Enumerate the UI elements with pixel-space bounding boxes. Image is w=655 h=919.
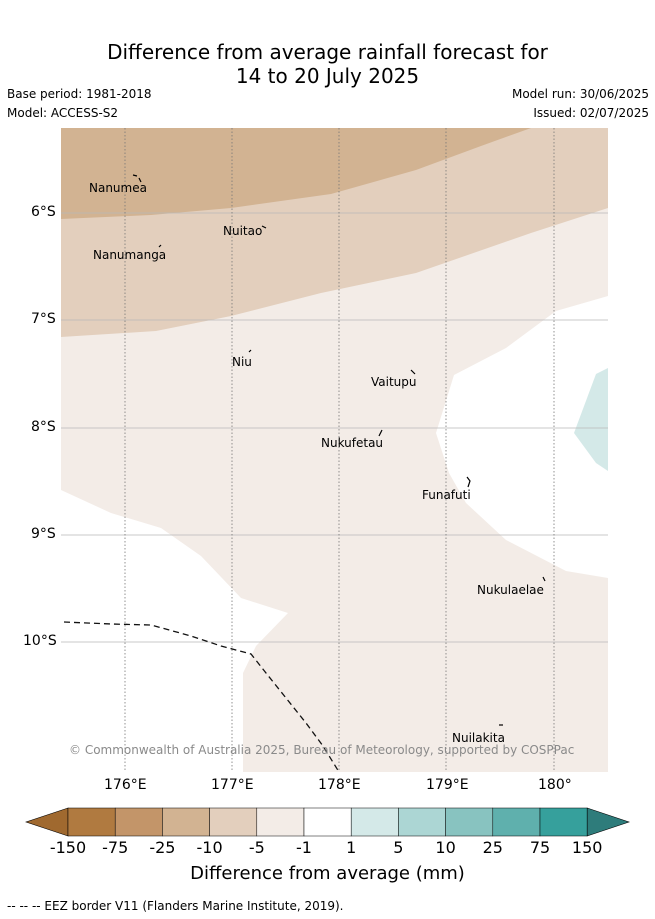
longitude-gridlines <box>124 128 555 772</box>
colorbar-high-extension <box>586 807 630 837</box>
island-shapes <box>132 174 546 726</box>
island-label-nukufetau: Nukufetau <box>321 436 383 450</box>
lat-tick-10S: 10°S <box>23 633 57 649</box>
lon-tick-178E: 178°E <box>318 777 361 793</box>
island-label-nukulaelae: Nukulaelae <box>477 583 544 597</box>
colorbar-segment <box>398 807 446 837</box>
title-line-1: Difference from average rainfall forecas… <box>107 40 548 64</box>
lon-tick-176E: 176°E <box>104 777 147 793</box>
issued-label: Issued: 02/07/2025 <box>533 106 649 120</box>
map-copyright: © Commonwealth of Australia 2025, Bureau… <box>69 743 574 757</box>
rainfall-map: Nanumea Nuitao Nanumanga Niu Vaitupu Nuk… <box>61 128 608 772</box>
colorbar-segment <box>67 807 116 837</box>
vaitupu-island <box>410 369 416 375</box>
colorbar <box>25 807 630 837</box>
colorbar-tick-label: -25 <box>149 838 176 857</box>
colorbar-segment <box>162 807 210 837</box>
colorbar-segment <box>539 807 588 837</box>
colorbar-tick-label: -75 <box>102 838 129 857</box>
nukufetau-island <box>378 429 383 437</box>
island-label-niu: Niu <box>232 355 252 369</box>
colorbar-tick-label: 150 <box>571 838 603 857</box>
lat-tick-9S: 9°S <box>31 526 56 542</box>
island-label-nuilakita: Nuilakita <box>452 731 505 745</box>
nanumanga-island <box>158 244 162 248</box>
colorbar-tick-label: 5 <box>393 838 404 857</box>
colorbar-tick-label: -5 <box>248 838 265 857</box>
island-label-nanumea: Nanumea <box>89 181 147 195</box>
latitude-gridlines <box>61 212 608 643</box>
nanumea-island <box>132 174 142 183</box>
colorbar-tick-label: 75 <box>529 838 551 857</box>
map-svg: Nanumea Nuitao Nanumanga Niu Vaitupu Nuk… <box>61 128 608 772</box>
colorbar-segment <box>492 807 541 837</box>
niu-island <box>248 349 252 353</box>
nuitao-island <box>261 225 267 229</box>
base-period-label: Base period: 1981-2018 <box>7 87 152 101</box>
contour-plus1 <box>574 368 608 471</box>
colorbar-tick-label: -150 <box>49 838 87 857</box>
lat-tick-8S: 8°S <box>31 419 56 435</box>
lon-tick-180: 180° <box>538 777 572 793</box>
chart-title: Difference from average rainfall forecas… <box>0 40 655 88</box>
colorbar-tick-label: -10 <box>196 838 223 857</box>
colorbar-segment <box>209 807 258 837</box>
nukulaelae-island <box>542 576 546 582</box>
colorbar-tick-label: -1 <box>296 838 312 857</box>
contour-minus25 <box>61 128 531 219</box>
colorbar-tick-label: 25 <box>482 838 503 857</box>
eez-border <box>63 621 340 772</box>
colorbar-title: Difference from average (mm) <box>190 863 465 884</box>
lon-tick-179E: 179°E <box>426 777 469 793</box>
colorbar-tick-label: 1 <box>346 838 357 857</box>
island-label-funafuti: Funafuti <box>422 488 471 502</box>
contour-near-average-east <box>436 296 608 578</box>
island-label-vaitupu: Vaitupu <box>371 375 417 389</box>
colorbar-segment <box>114 807 163 837</box>
model-run-label: Model run: 30/06/2025 <box>511 87 649 101</box>
colorbar-segment <box>303 807 352 837</box>
colorbar-segment <box>350 807 399 837</box>
footer-note: -- -- -- EEZ border V11 (Flanders Marine… <box>7 899 344 913</box>
island-label-nuitao: Nuitao <box>223 224 262 238</box>
lat-tick-7S: 7°S <box>31 311 56 327</box>
island-label-nanumanga: Nanumanga <box>93 248 166 262</box>
colorbar-low-extension <box>25 807 69 837</box>
title-line-2: 14 to 20 July 2025 <box>235 64 420 88</box>
colorbar-tick-label: 10 <box>435 838 456 857</box>
model-label: Model: ACCESS-S2 <box>7 106 119 120</box>
lat-tick-6S: 6°S <box>31 204 56 220</box>
lon-tick-177E: 177°E <box>211 777 254 793</box>
colorbar-segment <box>445 807 494 837</box>
colorbar-segment <box>256 807 305 837</box>
funafuti-island <box>466 476 471 488</box>
